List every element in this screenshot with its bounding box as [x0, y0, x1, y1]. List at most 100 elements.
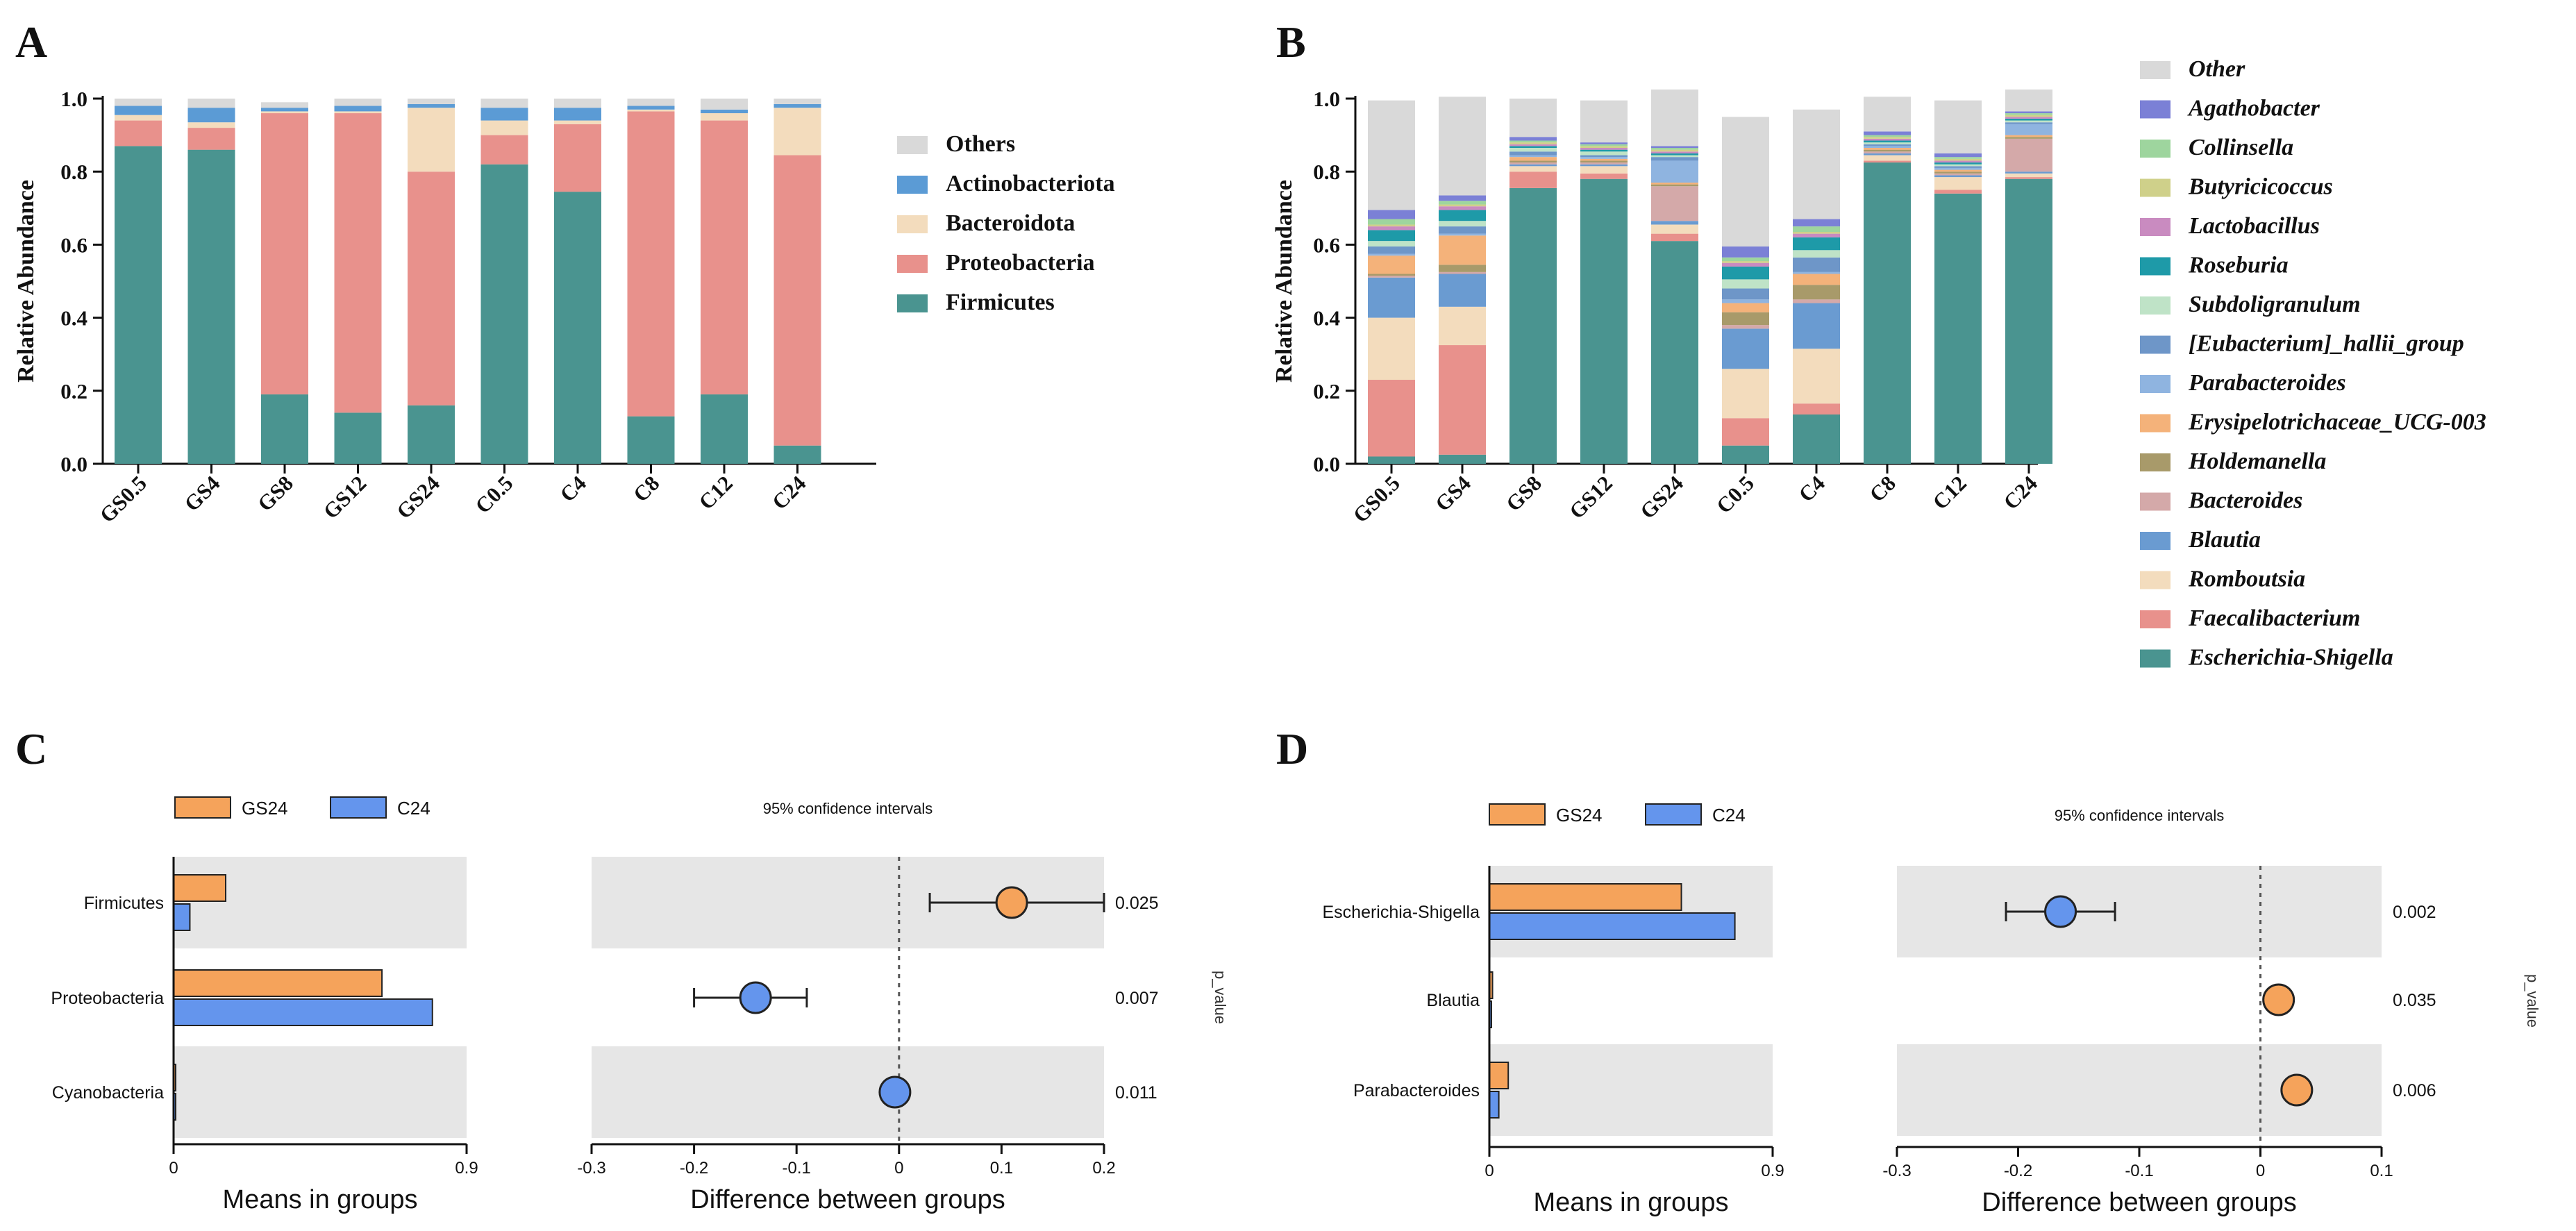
bar-segment-holdemanella [1793, 285, 1840, 300]
bar-segment-firmicutes [261, 394, 308, 464]
bar-segment-actinobacteriota [187, 108, 235, 123]
bar-segment-lactobacillus [1651, 151, 1698, 153]
y-tick-label: 0.2 [60, 379, 87, 403]
row-band [1897, 866, 2382, 957]
bar-segment-proteobacteria [261, 113, 308, 395]
bar-segment-bacteroidota [115, 115, 162, 121]
legend-label: Holdemanella [2188, 449, 2326, 474]
bar-segment-parabacteroides [1864, 146, 1911, 149]
legend-swatch-gs24 [174, 796, 231, 819]
legend-label: Escherichia-Shigella [2188, 645, 2393, 671]
legend-swatch-c24 [1645, 803, 1702, 826]
bar-segment-collinsella [1509, 140, 1557, 143]
legend-swatch [897, 176, 928, 194]
mean-bar-c24 [1489, 912, 1736, 940]
bar-segment-faecalibacterium [1722, 418, 1769, 446]
means-x-tick-label: 0.9 [455, 1159, 478, 1178]
bar-segment-holdemanella [1368, 274, 1415, 276]
legend-label: Actinobacteriota [946, 171, 1115, 196]
bar-segment-butyricicoccus [1793, 231, 1840, 234]
bar-segment-blautia [2005, 171, 2052, 174]
bar-segment-erysipelotrichaceae-ucg-003 [1509, 157, 1557, 161]
side-label: p_value [1212, 971, 1229, 1024]
bar-segment--eubacterium-hallii-group [1864, 144, 1911, 146]
y-tick-label: 0.8 [1313, 160, 1340, 184]
bar-segment-firmicutes [480, 164, 528, 464]
bar-segment-proteobacteria [773, 155, 821, 446]
bar-segment-blautia [1934, 175, 1982, 178]
bar-segment-firmicutes [701, 394, 748, 464]
bar-segment-proteobacteria [187, 128, 235, 150]
bar-segment-bacteroidota [480, 120, 528, 135]
legend-label: Other [2189, 56, 2245, 82]
bar-segment-escherichia-shigella [1509, 187, 1557, 464]
bar-segment-escherichia-shigella [1439, 454, 1486, 464]
bar-segment--eubacterium-hallii-group [1722, 288, 1769, 300]
bar-segment-bacteroides [1368, 276, 1415, 278]
extended-error-bar-d: GS24 C24 Escherichia-Shigella Blautia Paraba… [1322, 803, 2541, 1217]
bar-segment-actinobacteriota [773, 103, 821, 108]
x-tick-label: C0.5 [470, 471, 517, 518]
legend-swatch [897, 215, 928, 233]
difference-point [878, 1075, 912, 1109]
bar-segment-holdemanella [1864, 149, 1911, 152]
bar-segment-erysipelotrichaceae-ucg-003 [1580, 158, 1628, 161]
bar-segment-bacteroidota [627, 109, 675, 112]
x-tick-label: C12 [1927, 471, 1971, 514]
mean-bar-gs24 [1489, 1062, 1509, 1089]
ci-x-tick-label: -0.1 [783, 1159, 811, 1178]
bar-segment-romboutsia [1793, 349, 1840, 404]
stacked-chart-a: 0.0 0.2 0.4 0.6 0.8 1.0 Relative Abundance GS0.… [13, 87, 1115, 528]
bar-segment-subdoligranulum [1793, 250, 1840, 258]
category-label: Parabacteroides [1353, 1081, 1480, 1100]
bar-segment-other [1580, 100, 1628, 143]
means-x-tick-label: 0 [169, 1159, 178, 1178]
bar-segment-proteobacteria [115, 120, 162, 146]
bar-segment-agathobacter [1651, 146, 1698, 149]
bar-segment-erysipelotrichaceae-ucg-003 [1864, 148, 1911, 150]
bar-segment-proteobacteria [334, 113, 382, 413]
legend-swatch [2140, 571, 2171, 589]
x-tick-label: GS0.5 [1348, 471, 1405, 527]
legend-swatch [2140, 100, 2171, 119]
legend-swatch [2140, 140, 2171, 158]
legend-swatch [2140, 61, 2171, 79]
bar-segment-roseburia [2005, 118, 2052, 121]
y-tick-label: 0.0 [60, 452, 87, 476]
bar-segment-firmicutes [773, 445, 821, 464]
x-tick-label: GS4 [1430, 471, 1475, 516]
bar-segment-lactobacillus [1722, 262, 1769, 267]
x-tick-label: C24 [1998, 471, 2042, 514]
bar-segment-bacteroides [1509, 162, 1557, 165]
bar-segment-erysipelotrichaceae-ucg-003 [2005, 135, 2052, 137]
bar-segment-agathobacter [1934, 153, 1982, 158]
bar-segment-lactobacillus [1934, 160, 1982, 163]
bar-segment-collinsella [1439, 201, 1486, 205]
x-tick-label: GS0.5 [95, 471, 151, 527]
bar-segment-others [627, 99, 675, 106]
legend-label: [Eubacterium]_hallii_group [2189, 331, 2464, 357]
bar-segment-others [261, 102, 308, 108]
bar-segment-holdemanella [1439, 265, 1486, 272]
bar-segment-escherichia-shigella [1793, 414, 1840, 464]
bar-segment-other [1793, 109, 1840, 219]
bar-segment-escherichia-shigella [2005, 178, 2052, 464]
bar-segment-faecalibacterium [1651, 233, 1698, 242]
p-value-label: 0.025 [1115, 894, 1159, 913]
legend-swatch [897, 255, 928, 273]
ci-x-tick-label: 0.1 [990, 1159, 1013, 1178]
mean-bar-gs24 [173, 874, 227, 902]
bar-segment-proteobacteria [701, 120, 748, 395]
bar-segment--eubacterium-hallii-group [1439, 226, 1486, 234]
bar-segment-bacteroidota [408, 108, 455, 172]
legend-swatch [2140, 414, 2171, 433]
difference-point [2044, 895, 2077, 928]
bar-segment-collinsella [1934, 157, 1982, 159]
bar-segment-bacteroides [2005, 138, 2052, 172]
means-x-axis-label: Means in groups [1534, 1188, 1729, 1217]
bar-segment-other [1368, 100, 1415, 210]
ci-x-tick-label: -0.1 [2125, 1162, 2153, 1180]
bar-segment-parabacteroides [1580, 157, 1628, 159]
mean-bar-c24 [173, 998, 433, 1026]
y-tick-label: 0.6 [60, 233, 87, 257]
